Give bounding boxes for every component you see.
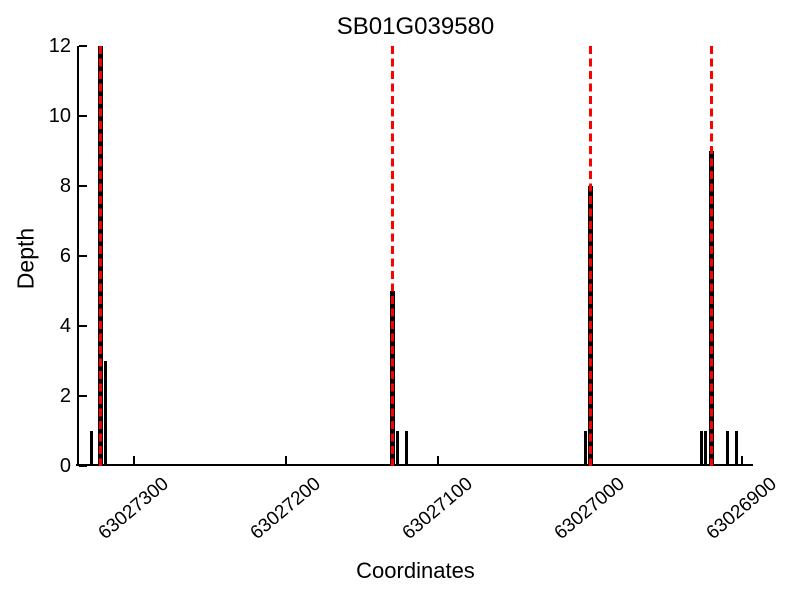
depth-bar: [90, 431, 94, 466]
x-tick: [285, 456, 288, 464]
depth-bar: [395, 431, 399, 466]
snp-marker-line: [710, 46, 714, 466]
depth-bar: [699, 431, 703, 466]
y-tick: [79, 465, 87, 467]
x-tick: [133, 456, 136, 464]
y-tick-label: 12: [48, 35, 71, 57]
x-tick: [437, 456, 440, 464]
y-tick-label: 0: [59, 455, 71, 477]
y-tick-label: 10: [48, 105, 71, 127]
y-tick: [79, 255, 87, 257]
y-tick: [79, 395, 87, 397]
depth-bar: [704, 431, 708, 466]
snp-marker-line: [588, 46, 592, 466]
y-tick-label: 6: [59, 245, 71, 267]
x-tick-label: 63027200: [246, 473, 326, 544]
x-tick-label: 63027300: [94, 473, 174, 544]
x-tick-label: 63026900: [702, 473, 782, 544]
x-axis-spine: [76, 464, 753, 466]
y-tick: [79, 325, 87, 327]
x-axis-label: Coordinates: [356, 558, 475, 583]
depth-bar: [103, 361, 107, 466]
snp-marker-line: [99, 46, 103, 466]
depth-bar: [725, 431, 729, 466]
depth-bar: [584, 431, 588, 466]
depth-bar: [734, 431, 738, 466]
snp-marker-line: [391, 46, 395, 466]
y-tick: [79, 45, 87, 47]
chart-title: SB01G039580: [336, 13, 495, 40]
y-tick-label: 8: [59, 175, 71, 197]
x-tick-label: 63027100: [398, 473, 478, 544]
y-tick: [79, 115, 87, 117]
y-axis-spine: [77, 46, 79, 466]
depth-bar: [404, 431, 408, 466]
x-tick: [741, 456, 744, 464]
y-tick-label: 2: [59, 385, 71, 407]
y-tick-label: 4: [59, 315, 71, 337]
y-tick: [79, 185, 87, 187]
x-tick-label: 63027000: [550, 473, 630, 544]
